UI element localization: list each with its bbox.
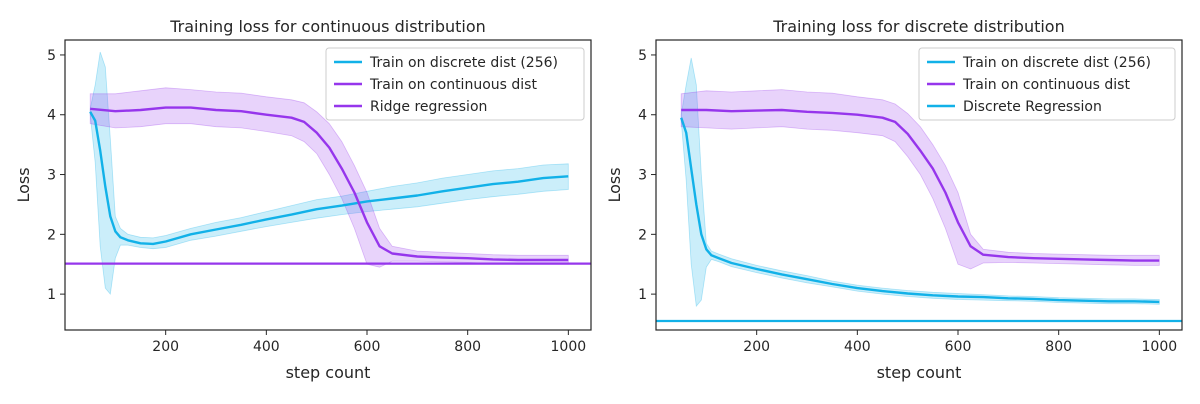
chart-title: Training loss for continuous distributio… [169, 17, 486, 36]
legend-label: Train on continuous dist [369, 77, 537, 93]
chart-title: Training loss for discrete distribution [772, 17, 1064, 36]
x-axis-label: step count [286, 363, 371, 382]
x-tick-label: 200 [152, 339, 179, 355]
x-tick-label: 400 [253, 339, 280, 355]
y-axis-label: Loss [605, 167, 624, 202]
y-tick-label: 1 [638, 287, 647, 303]
x-tick-label: 800 [1045, 339, 1072, 355]
y-tick-label: 2 [47, 227, 56, 243]
x-axis-label: step count [877, 363, 962, 382]
y-tick-label: 4 [47, 108, 56, 124]
series-line [89, 111, 569, 246]
legend-label: Ridge regression [370, 99, 487, 115]
legend-label: Train on discrete dist (256) [369, 55, 558, 71]
legend-label: Discrete Regression [963, 99, 1102, 115]
legend: Train on discrete dist (256) Train on con… [325, 47, 585, 121]
legend-box [918, 47, 1176, 121]
series-line [680, 117, 1160, 304]
y-tick-label: 3 [47, 168, 56, 184]
x-tick-label: 600 [354, 339, 381, 355]
legend-box [325, 47, 585, 121]
x-tick-label: 1000 [1142, 339, 1178, 355]
legend: Train on discrete dist (256) Train on con… [918, 47, 1176, 121]
y-tick-label: 2 [638, 227, 647, 243]
plot-area [65, 51, 591, 296]
x-tick-label: 800 [454, 339, 481, 355]
y-axis-label: Loss [14, 167, 33, 202]
x-tick-label: 200 [743, 339, 770, 355]
y-tick-label: 5 [638, 48, 647, 64]
y-tick-label: 5 [47, 48, 56, 64]
x-tick-label: 400 [844, 339, 871, 355]
x-tick-label: 1000 [551, 339, 587, 355]
y-tick-label: 1 [47, 287, 56, 303]
y-tick-label: 3 [638, 168, 647, 184]
series-line [90, 106, 569, 262]
axes-frame [64, 39, 592, 331]
legend-label: Train on continuous dist [962, 77, 1130, 93]
legend-label: Train on discrete dist (256) [962, 55, 1151, 71]
confidence-band [680, 57, 1160, 308]
series-line [681, 108, 1160, 262]
confidence-band [680, 89, 1160, 270]
chart-2: Training loss for discrete distribution 2… [605, 17, 1183, 382]
chart-1: Training loss for continuous distributio… [14, 17, 592, 382]
y-tick-label: 4 [638, 108, 647, 124]
x-tick-label: 600 [945, 339, 972, 355]
plot-area [656, 57, 1182, 323]
confidence-band [89, 51, 569, 296]
axes-frame [655, 39, 1183, 331]
